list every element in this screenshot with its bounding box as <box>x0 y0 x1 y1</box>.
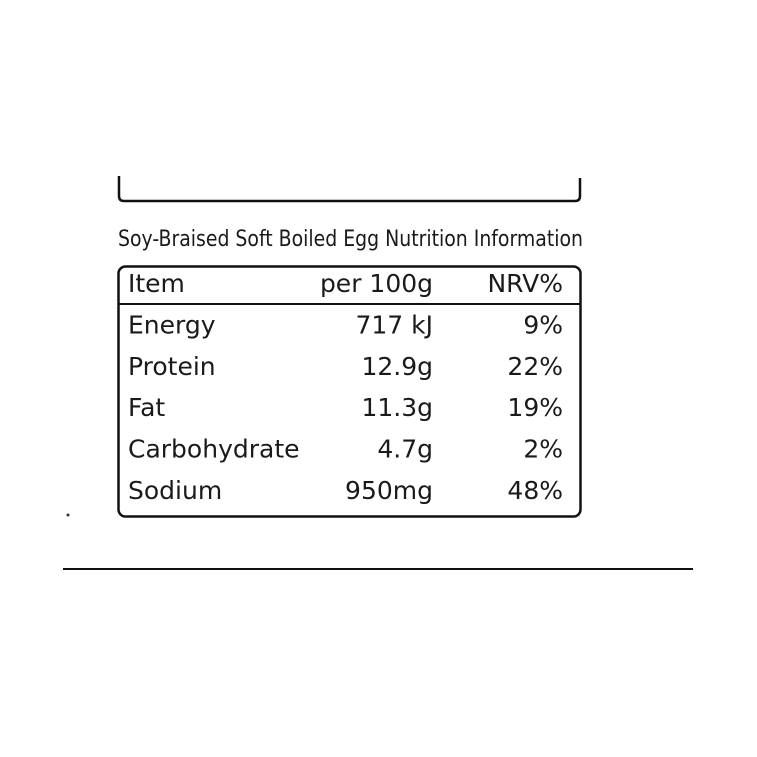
table-cell: 11.3g <box>361 393 433 422</box>
table-title: Soy-Braised Soft Boiled Egg Nutrition In… <box>118 227 583 252</box>
table-cell: 19% <box>507 393 563 422</box>
table-cell: Carbohydrate <box>128 435 300 464</box>
table-cell: Fat <box>128 393 165 422</box>
header-cell: Item <box>128 269 185 298</box>
table-cell: Sodium <box>128 476 222 505</box>
table-cell: 950mg <box>345 476 433 505</box>
header-cell: NRV% <box>487 269 563 298</box>
table-cell: 22% <box>507 352 563 381</box>
table-cell: Energy <box>128 310 216 339</box>
table-cell: 2% <box>523 435 563 464</box>
table-cell: 717 kJ <box>355 310 433 339</box>
table-border <box>117 265 582 518</box>
speck <box>66 513 70 517</box>
header-cell: per 100g <box>320 269 433 298</box>
table-cell: 4.7g <box>377 435 433 464</box>
table-cell: 48% <box>507 476 563 505</box>
previous-table-edge <box>117 176 582 203</box>
table-cell: 9% <box>523 310 563 339</box>
table-cell: Protein <box>128 352 216 381</box>
table-cell: 12.9g <box>361 352 433 381</box>
